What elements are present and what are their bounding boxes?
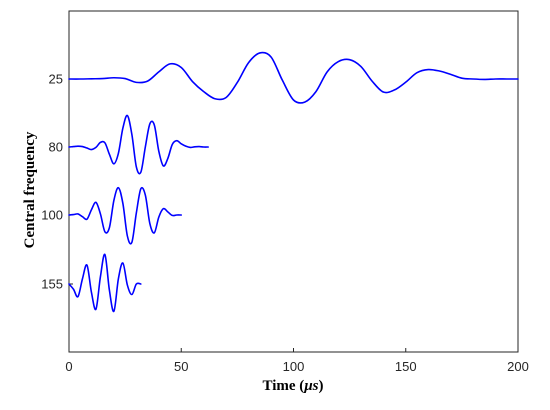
- y-tick-label-25: 25: [49, 72, 63, 87]
- waveform-25: [68, 51, 519, 104]
- waveform-155: [68, 253, 142, 313]
- waveform-series: [68, 51, 519, 313]
- x-tick-label-150: 150: [395, 359, 417, 374]
- y-axis-title: Central frequency: [22, 131, 38, 248]
- y-tick-label-100: 100: [41, 208, 63, 223]
- y-tick-label-80: 80: [49, 140, 63, 155]
- y-tick-label-155: 155: [41, 277, 63, 292]
- x-axis-title: Time (μs): [263, 378, 324, 394]
- x-tick-label-50: 50: [174, 359, 188, 374]
- axis-tick-labels: 0 50 100 150 200 25 80 100 155: [41, 72, 529, 375]
- plot-area-frame: [68, 10, 519, 353]
- waveform-80: [68, 114, 209, 175]
- waveform-100: [68, 186, 183, 245]
- x-tick-label-0: 0: [65, 359, 72, 374]
- x-tick-label-100: 100: [283, 359, 305, 374]
- x-tick-label-200: 200: [507, 359, 529, 374]
